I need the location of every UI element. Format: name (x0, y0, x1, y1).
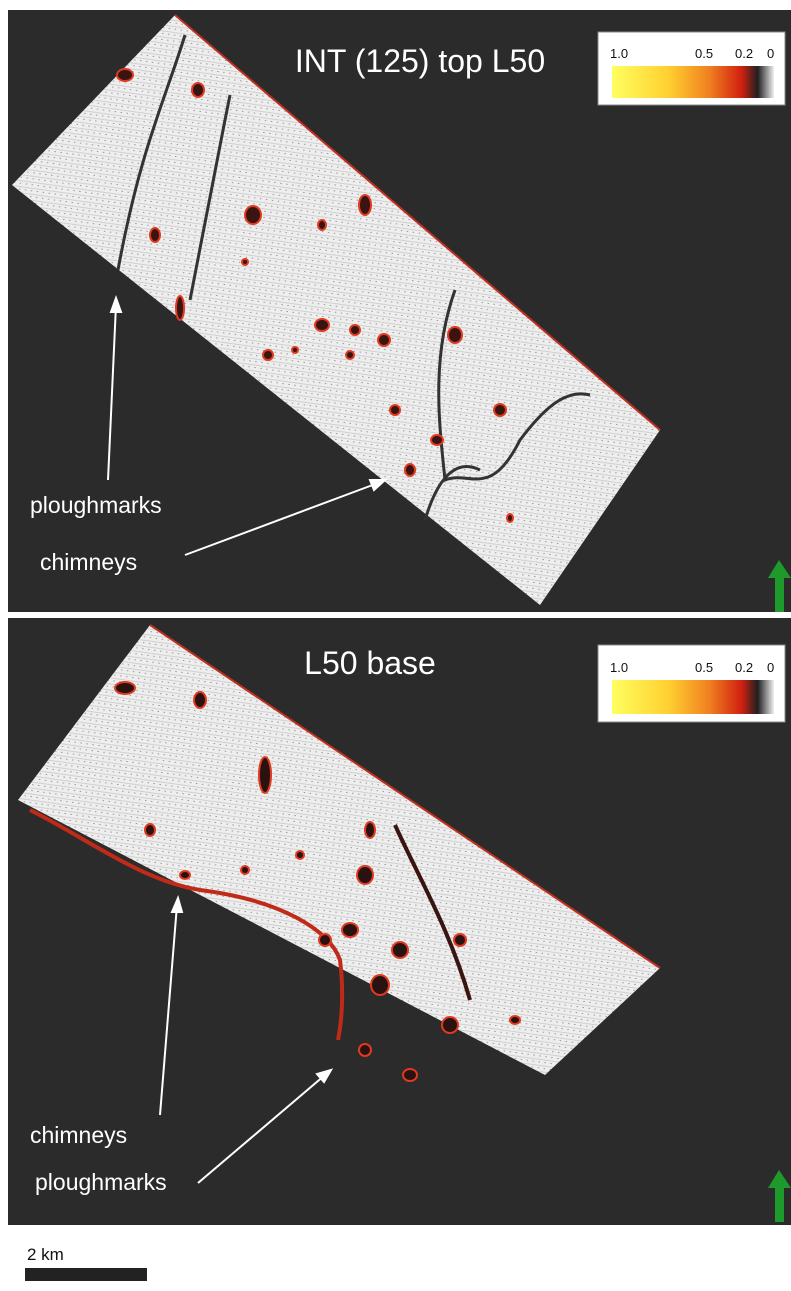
colorbar-tick-label: 0.2 (735, 46, 753, 61)
panel-title: INT (125) top L50 (295, 43, 545, 79)
annotation-label: ploughmarks (35, 1169, 167, 1195)
colorbar-tick-label: 1.0 (610, 46, 628, 61)
colorbar-gradient (612, 66, 774, 98)
colorbar-tick-label: 0 (767, 46, 774, 61)
annotation-label: ploughmarks (30, 492, 162, 518)
scale-bar (25, 1268, 147, 1281)
colorbar-tick-label: 1.0 (610, 660, 628, 675)
colorbar-tick-label: 0.5 (695, 46, 713, 61)
panel-title: L50 base (304, 645, 436, 681)
colorbar-tick-label: 0.2 (735, 660, 753, 675)
annotation-label: chimneys (30, 1122, 127, 1148)
colorbar-gradient (612, 680, 774, 714)
figure: 1.0 0.5 0.2 0 INT (125) top L50 ploughma… (0, 0, 791, 1291)
colorbar-tick-label: 0 (767, 660, 774, 675)
scale-bar-label: 2 km (27, 1245, 64, 1264)
colorbar-tick-label: 0.5 (695, 660, 713, 675)
separator (8, 612, 791, 617)
annotation-label: chimneys (40, 549, 137, 575)
colorbar: 1.0 0.5 0.2 0 (598, 645, 785, 722)
colorbar: 1.0 0.5 0.2 0 (598, 32, 785, 105)
